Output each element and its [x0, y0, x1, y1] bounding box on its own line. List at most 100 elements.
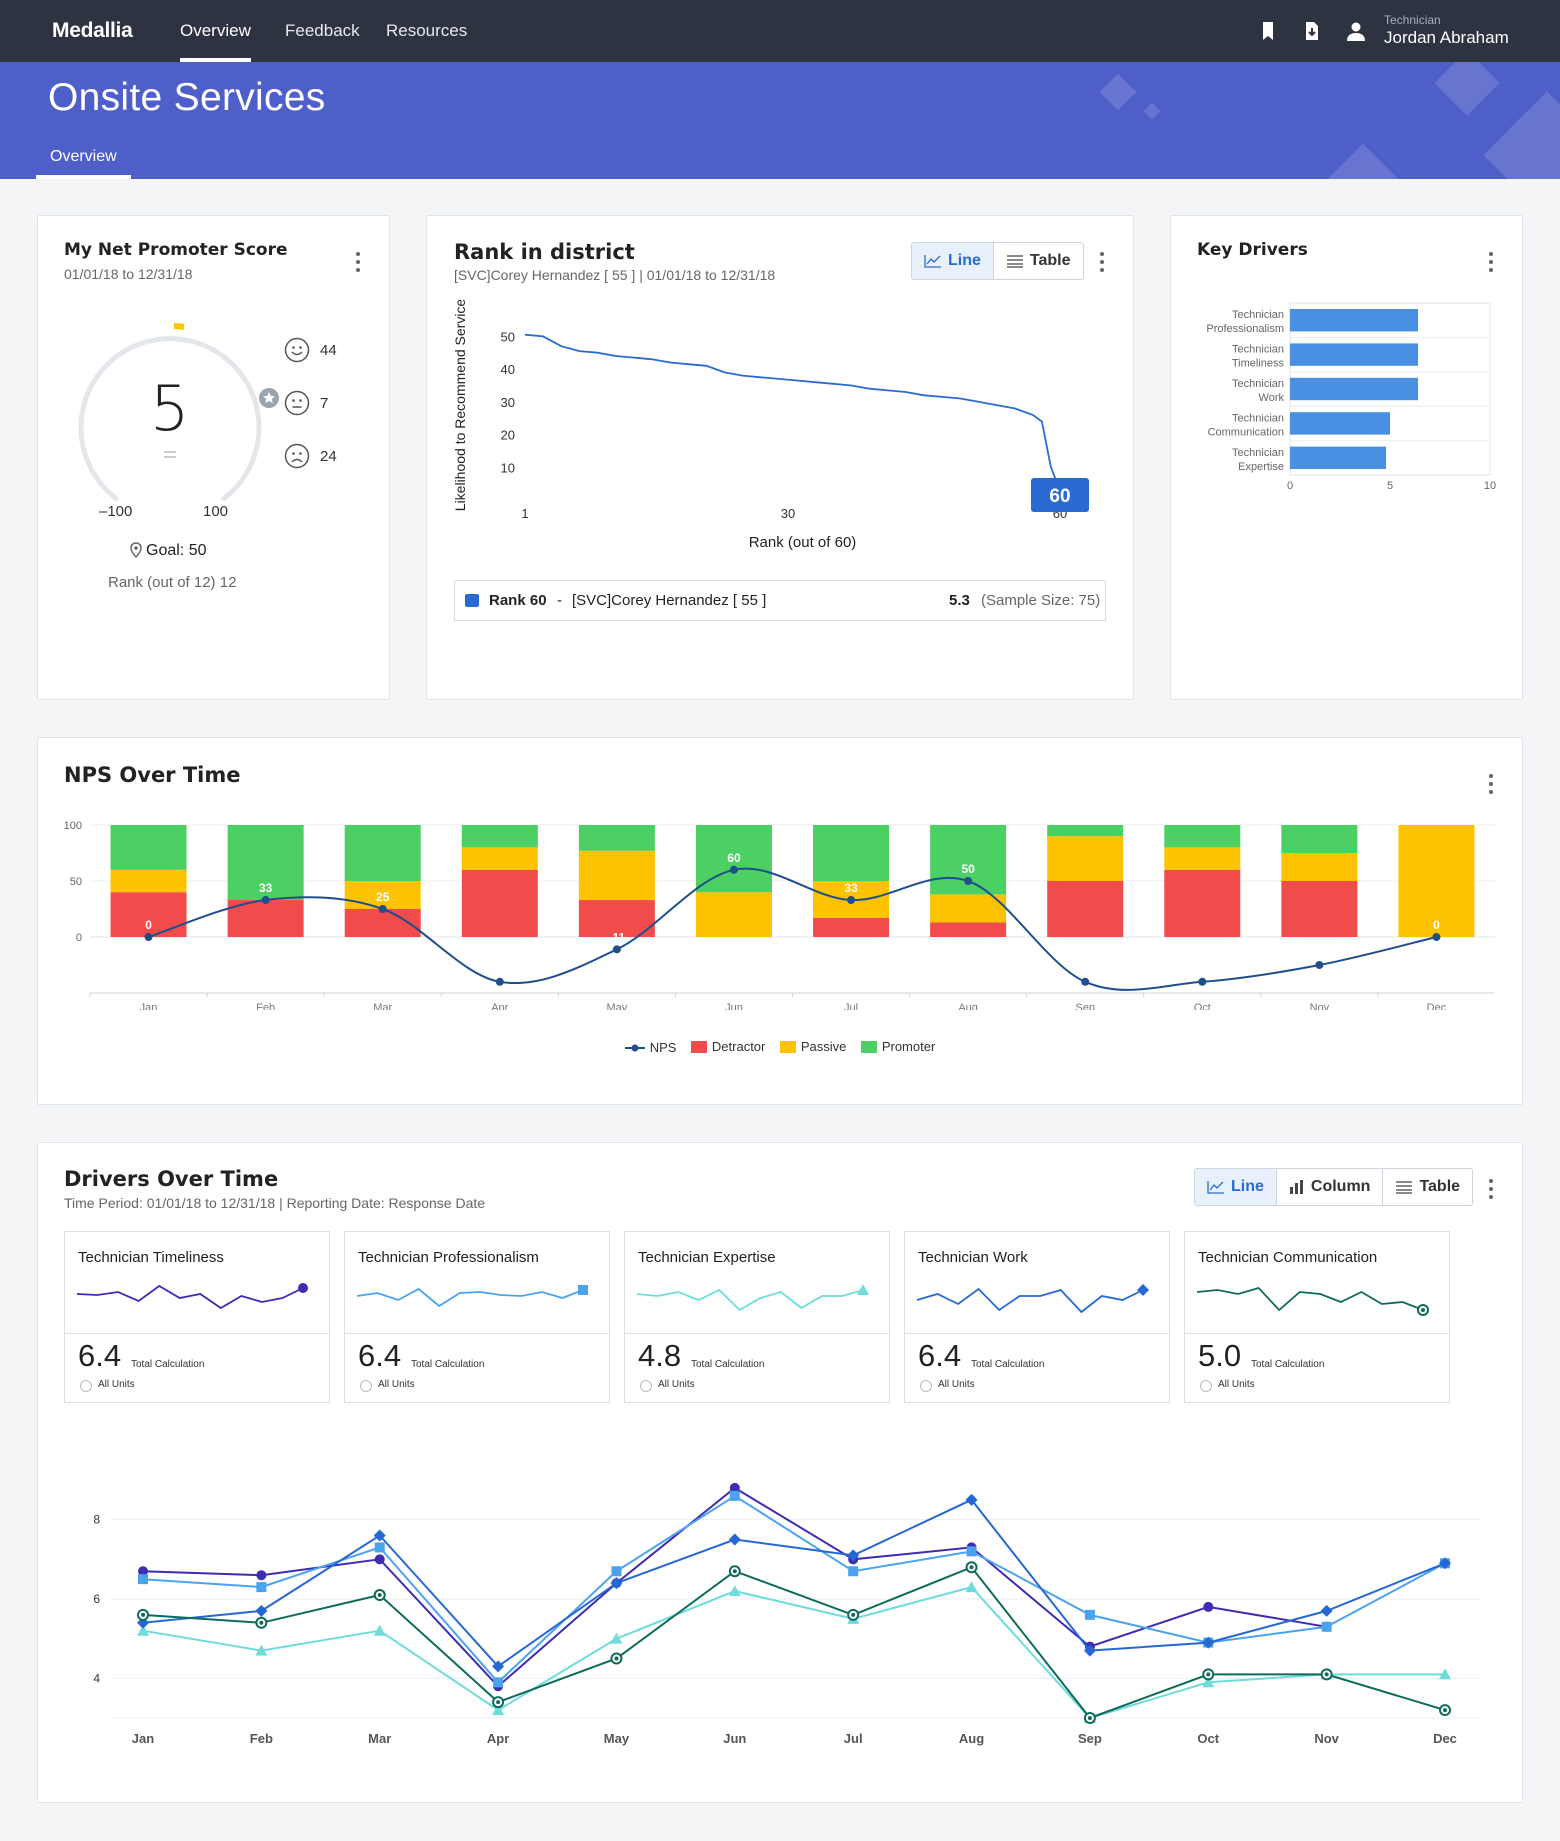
driver-point[interactable]	[255, 1644, 268, 1656]
driver-point[interactable]	[493, 1677, 504, 1688]
driver-bar[interactable]	[1290, 446, 1386, 469]
driver-bar[interactable]	[1290, 377, 1418, 401]
rank-highlight-badge[interactable]	[1031, 478, 1089, 512]
driver-tile-radio[interactable]	[360, 1380, 372, 1392]
legend-item-detractor[interactable]: Detractor	[690, 1039, 765, 1054]
tab-overview[interactable]: Overview	[36, 139, 131, 179]
driver-point[interactable]	[374, 1554, 385, 1565]
promoter-bar-segment[interactable]	[1164, 825, 1241, 848]
nps-over-time-menu-icon[interactable]	[1486, 772, 1496, 796]
driver-point[interactable]	[1439, 1668, 1451, 1680]
driver-point[interactable]	[847, 1549, 860, 1562]
nps-point[interactable]	[729, 865, 738, 874]
driver-point[interactable]	[729, 1490, 740, 1501]
driver-tile[interactable]: Technician Work 6.4 Total Calculation All U…	[904, 1231, 1170, 1403]
driver-point[interactable]	[1321, 1621, 1332, 1632]
driver-tile[interactable]: Technician Timeliness 6.4 Total Calculatio…	[64, 1231, 330, 1403]
driver-tile-radio[interactable]	[1200, 1380, 1212, 1392]
passive-bar-segment[interactable]	[1281, 853, 1358, 881]
detractor-bar-segment[interactable]	[930, 922, 1007, 937]
promoter-bar-segment[interactable]	[813, 825, 890, 881]
nav-feedback[interactable]: Feedback	[285, 21, 360, 40]
driver-tile-radio[interactable]	[920, 1380, 932, 1392]
driver-point[interactable]	[255, 1604, 268, 1617]
drivers-over-time-menu-icon[interactable]	[1486, 1177, 1496, 1201]
promoter-bar-segment[interactable]	[227, 825, 304, 901]
driver-point[interactable]	[1203, 1601, 1214, 1612]
drivers-table-button[interactable]: Table	[1382, 1169, 1472, 1205]
brand-logo[interactable]: Medallia	[52, 19, 133, 42]
driver-tile[interactable]: Technician Communication 5.0 Total Calcula…	[1184, 1231, 1450, 1403]
driver-point[interactable]	[966, 1546, 977, 1557]
line-view-button[interactable]: Line	[912, 243, 993, 279]
detractor-bar-segment[interactable]	[461, 869, 538, 937]
bookmark-icon[interactable]	[1257, 20, 1279, 42]
driver-point[interactable]	[610, 1632, 623, 1644]
nps-point[interactable]	[495, 977, 504, 986]
detractor-bar-segment[interactable]	[1281, 881, 1358, 937]
export-icon[interactable]	[1301, 20, 1323, 42]
nps-point[interactable]	[964, 877, 973, 885]
promoter-bar-segment[interactable]	[110, 825, 187, 870]
passive-bar-segment[interactable]	[344, 881, 421, 909]
driver-point[interactable]	[611, 1566, 622, 1577]
nps-point[interactable]	[144, 933, 153, 941]
driver-point[interactable]	[492, 1660, 505, 1673]
passive-bar-segment[interactable]	[1164, 847, 1241, 870]
driver-tile[interactable]: Technician Professionalism 6.4 Total Calcu…	[344, 1231, 610, 1403]
driver-point[interactable]	[373, 1529, 386, 1542]
driver-point[interactable]	[256, 1582, 267, 1593]
nps-point[interactable]	[1198, 977, 1207, 986]
legend-item-promoter[interactable]: Promoter	[860, 1039, 935, 1054]
key-drivers-menu-icon[interactable]	[1486, 250, 1496, 274]
nps-point[interactable]	[1081, 977, 1090, 986]
driver-tile[interactable]: Technician Expertise 4.8 Total Calculation…	[624, 1231, 890, 1403]
detractor-bar-segment[interactable]	[1047, 881, 1124, 937]
legend-item-nps[interactable]: NPS	[624, 1040, 676, 1055]
driver-point[interactable]	[138, 1566, 148, 1577]
drivers-line-button[interactable]: Line	[1195, 1169, 1276, 1205]
detractor-bar-segment[interactable]	[110, 892, 187, 937]
driver-point[interactable]	[965, 1581, 978, 1593]
driver-point[interactable]	[728, 1533, 741, 1546]
promoter-bar-segment[interactable]	[344, 825, 421, 881]
driver-point[interactable]	[1084, 1609, 1095, 1620]
driver-point[interactable]	[1202, 1676, 1215, 1688]
legend-item-passive[interactable]: Passive	[779, 1039, 846, 1054]
driver-point[interactable]	[373, 1624, 386, 1636]
driver-point[interactable]	[1202, 1636, 1215, 1649]
driver-point[interactable]	[1083, 1644, 1096, 1657]
nps-point[interactable]	[612, 945, 621, 954]
promoter-bar-segment[interactable]	[578, 825, 655, 851]
nav-overview[interactable]: Overview	[180, 0, 251, 62]
driver-point[interactable]	[965, 1493, 978, 1506]
promoter-bar-segment[interactable]	[1047, 825, 1124, 837]
driver-point[interactable]	[138, 1574, 148, 1585]
driver-bar[interactable]	[1290, 309, 1418, 332]
driver-point[interactable]	[492, 1704, 505, 1716]
driver-point[interactable]	[1439, 1557, 1451, 1570]
passive-bar-segment[interactable]	[1398, 825, 1475, 937]
detractor-bar-segment[interactable]	[1164, 869, 1241, 937]
driver-tile-radio[interactable]	[80, 1380, 92, 1392]
user-name[interactable]: Jordan Abraham	[1384, 28, 1509, 47]
nps-point[interactable]	[378, 905, 387, 913]
nps-point[interactable]	[847, 896, 856, 905]
user-icon[interactable]	[1345, 20, 1367, 42]
driver-tile-radio[interactable]	[640, 1380, 652, 1392]
driver-bar[interactable]	[1290, 343, 1418, 366]
passive-bar-segment[interactable]	[110, 869, 187, 893]
passive-bar-segment[interactable]	[461, 847, 538, 870]
detractor-bar-segment[interactable]	[227, 900, 304, 937]
driver-point[interactable]	[848, 1566, 859, 1577]
passive-bar-segment[interactable]	[1047, 836, 1124, 881]
nps-card-menu-icon[interactable]	[353, 250, 363, 274]
detractor-bar-segment[interactable]	[813, 917, 890, 937]
driver-point[interactable]	[610, 1577, 623, 1590]
driver-point[interactable]	[728, 1585, 741, 1597]
rank-card-menu-icon[interactable]	[1097, 250, 1107, 274]
driver-point[interactable]	[729, 1482, 740, 1493]
driver-point[interactable]	[137, 1624, 149, 1636]
promoter-bar-segment[interactable]	[461, 825, 538, 848]
nav-resources[interactable]: Resources	[386, 21, 468, 40]
